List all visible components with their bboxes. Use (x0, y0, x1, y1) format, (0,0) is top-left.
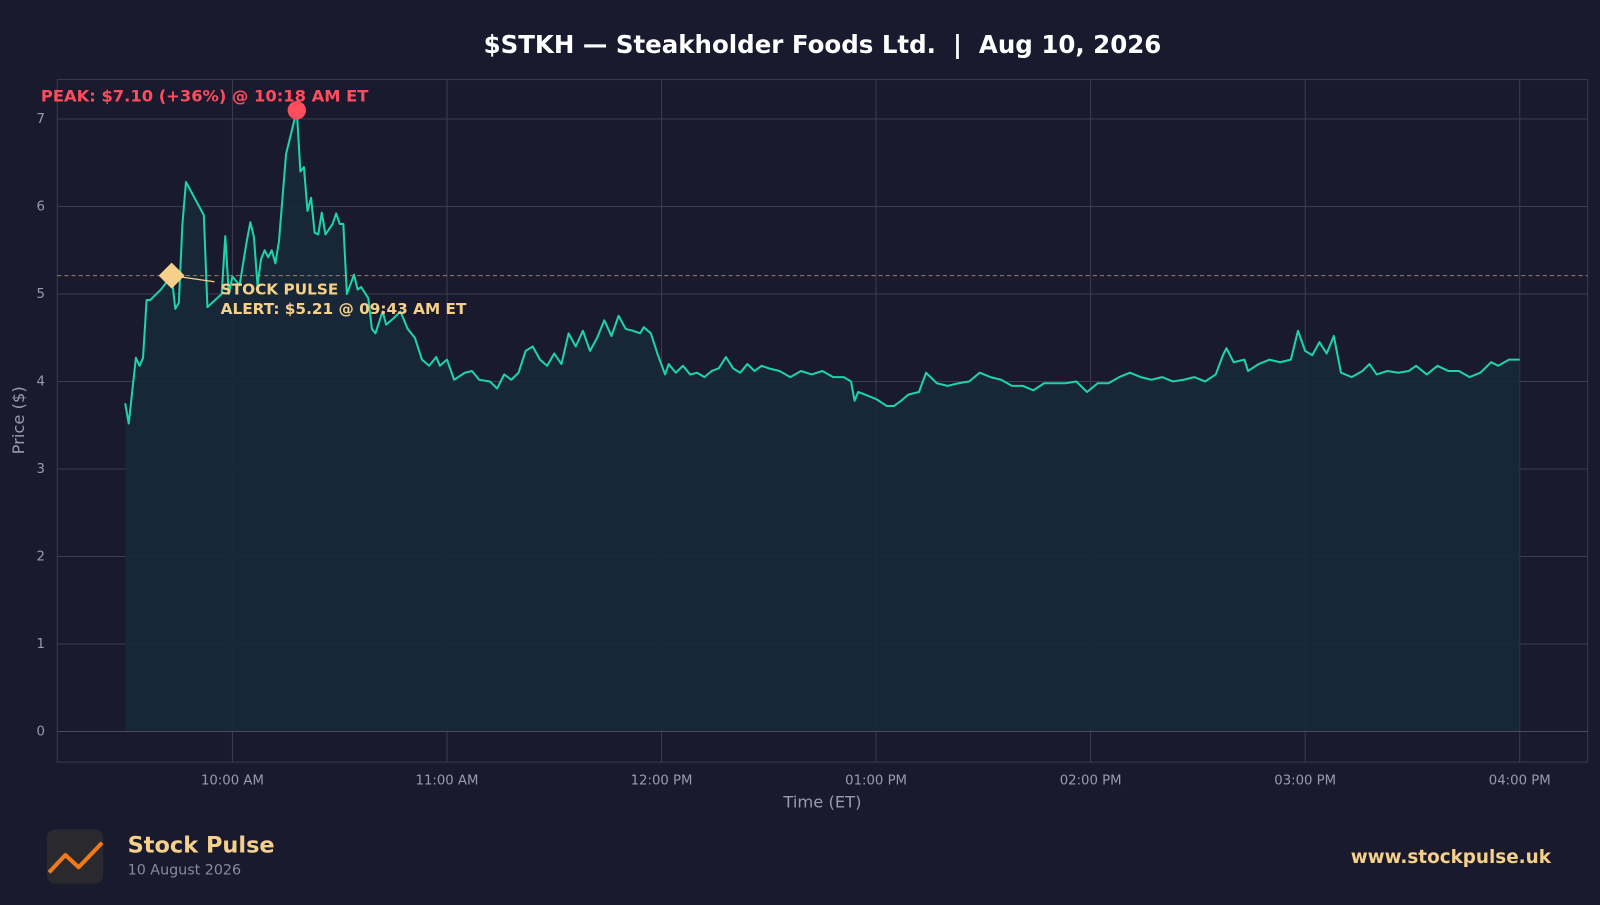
brand: Stock Pulse (128, 832, 275, 858)
footer-date: 10 August 2026 (128, 862, 241, 878)
logo-icon (47, 841, 104, 874)
chart-title: $STKH — Steakholder Foods Ltd. | Aug 10,… (484, 30, 1162, 59)
x-tick-label: 12:00 PM (631, 774, 693, 789)
logo (47, 829, 104, 884)
y-tick-label: 4 (37, 374, 45, 389)
plot-frame (56, 79, 1589, 763)
x-tick-label: 10:00 AM (201, 774, 264, 789)
x-tick-label: 01:00 PM (845, 774, 907, 789)
peak-marker (287, 101, 306, 120)
alert-label: ALERT: $5.21 @ 09:43 AM ET (221, 300, 467, 318)
alert-label: STOCK PULSE (221, 280, 339, 298)
y-axis-label: Price ($) (9, 386, 28, 454)
y-tick-label: 1 (37, 637, 45, 652)
y-tick-label: 6 (37, 199, 45, 214)
y-tick-label: 2 (37, 550, 45, 565)
area (125, 110, 1520, 732)
y-tick-label: 5 (37, 287, 45, 302)
y-tick-label: 3 (37, 462, 45, 477)
url: www.stockpulse.uk (1351, 847, 1552, 868)
x-tick-label: 04:00 PM (1489, 774, 1551, 789)
peak-label: PEAK: $7.10 (+36%) @ 10:18 AM ET (41, 86, 369, 105)
y-tick-label: 0 (37, 725, 45, 740)
y-tick-label: 7 (37, 112, 45, 127)
x-axis-label: Time (ET) (782, 792, 861, 811)
x-tick-label: 11:00 AM (416, 774, 479, 789)
x-tick-label: 02:00 PM (1060, 774, 1122, 789)
logo-box (47, 829, 104, 884)
x-tick-label: 03:00 PM (1274, 774, 1336, 789)
